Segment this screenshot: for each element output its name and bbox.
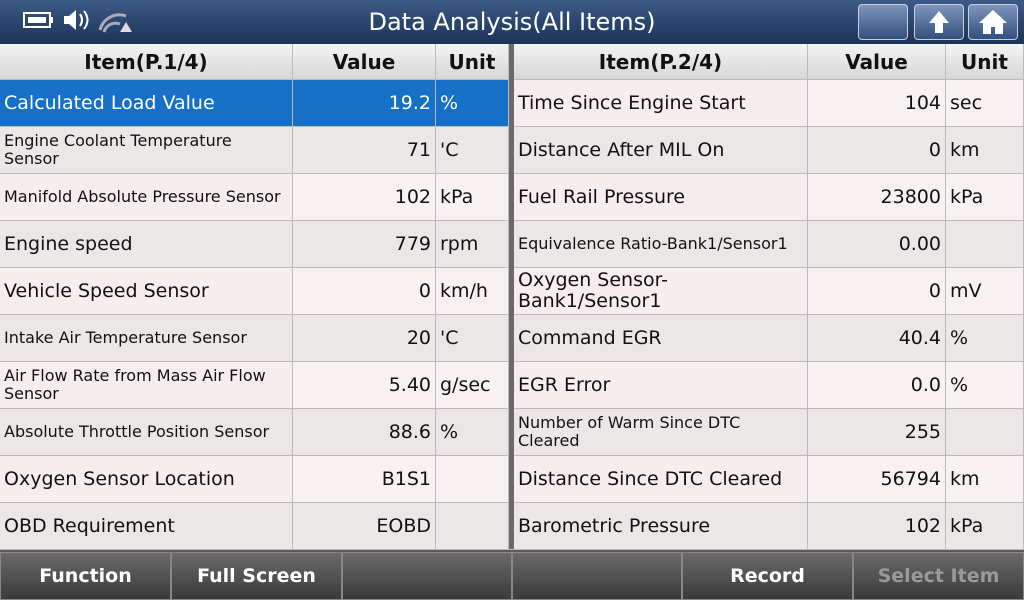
top-bar: Data Analysis(All Items) <box>0 0 1024 44</box>
function-button[interactable]: Function <box>0 552 171 600</box>
item-name[interactable]: Absolute Throttle Position Sensor <box>0 409 293 456</box>
full-screen-button[interactable]: Full Screen <box>171 552 342 600</box>
column-header: Item(P.1/4) <box>0 44 293 80</box>
item-unit <box>436 503 509 550</box>
item-name[interactable]: Time Since Engine Start <box>514 80 808 127</box>
item-name[interactable]: Calculated Load Value <box>0 80 293 127</box>
item-value: 255 <box>808 409 946 456</box>
item-value: 0 <box>808 127 946 174</box>
column-header: Value <box>293 44 436 80</box>
column-header: Unit <box>946 44 1024 80</box>
item-name[interactable]: Oxygen Sensor Location <box>0 456 293 503</box>
item-name[interactable]: Distance After MIL On <box>514 127 808 174</box>
item-name[interactable]: OBD Requirement <box>0 503 293 550</box>
empty-button <box>512 552 682 600</box>
item-unit <box>436 456 509 503</box>
item-value: 0 <box>808 268 946 315</box>
item-name[interactable]: Manifold Absolute Pressure Sensor <box>0 174 293 221</box>
item-name[interactable]: Barometric Pressure <box>514 503 808 550</box>
item-name[interactable]: Vehicle Speed Sensor <box>0 268 293 315</box>
empty-button <box>342 552 512 600</box>
item-value: EOBD <box>293 503 436 550</box>
item-value: 104 <box>808 80 946 127</box>
item-unit: 'C <box>436 315 509 362</box>
item-value: 102 <box>808 503 946 550</box>
item-value: 779 <box>293 221 436 268</box>
item-unit: 'C <box>436 127 509 174</box>
item-unit: % <box>436 80 509 127</box>
item-name[interactable]: Oxygen Sensor-Bank1/Sensor1 <box>514 268 808 315</box>
item-unit: km <box>946 127 1024 174</box>
item-name[interactable]: Command EGR <box>514 315 808 362</box>
item-unit: rpm <box>436 221 509 268</box>
item-unit: km/h <box>436 268 509 315</box>
item-value: 88.6 <box>293 409 436 456</box>
item-unit: mV <box>946 268 1024 315</box>
item-name[interactable]: Intake Air Temperature Sensor <box>0 315 293 362</box>
item-unit: % <box>436 409 509 456</box>
back-button[interactable] <box>914 4 964 40</box>
status-icons <box>23 10 132 33</box>
item-value: 71 <box>293 127 436 174</box>
item-name[interactable]: Equivalence Ratio-Bank1/Sensor1 <box>514 221 808 268</box>
camera-button[interactable] <box>858 4 908 40</box>
item-name[interactable]: Engine speed <box>0 221 293 268</box>
column-header: Unit <box>436 44 509 80</box>
column-header: Item(P.2/4) <box>514 44 808 80</box>
item-name[interactable]: Air Flow Rate from Mass Air Flow Sensor <box>0 362 293 409</box>
item-unit: kPa <box>946 174 1024 221</box>
item-value: 20 <box>293 315 436 362</box>
home-button[interactable] <box>968 4 1018 40</box>
item-unit <box>946 409 1024 456</box>
item-unit: % <box>946 362 1024 409</box>
item-unit: % <box>946 315 1024 362</box>
item-value: 0.0 <box>808 362 946 409</box>
item-unit <box>946 221 1024 268</box>
item-name[interactable]: Fuel Rail Pressure <box>514 174 808 221</box>
item-value: 40.4 <box>808 315 946 362</box>
title: Data Analysis(All Items) <box>368 8 656 36</box>
item-value: 102 <box>293 174 436 221</box>
item-name[interactable]: Engine Coolant Temperature Sensor <box>0 127 293 174</box>
item-unit: g/sec <box>436 362 509 409</box>
item-name[interactable]: Number of Warm Since DTC Cleared <box>514 409 808 456</box>
item-value: 56794 <box>808 456 946 503</box>
select-item-button[interactable]: Select Item <box>853 552 1024 600</box>
item-unit: sec <box>946 80 1024 127</box>
item-name[interactable]: Distance Since DTC Cleared <box>514 456 808 503</box>
item-unit: km <box>946 456 1024 503</box>
item-unit: kPa <box>946 503 1024 550</box>
item-name[interactable]: EGR Error <box>514 362 808 409</box>
record-button[interactable]: Record <box>682 552 853 600</box>
item-value: 0.00 <box>808 221 946 268</box>
item-value: B1S1 <box>293 456 436 503</box>
item-unit: kPa <box>436 174 509 221</box>
item-value: 5.40 <box>293 362 436 409</box>
item-value: 23800 <box>808 174 946 221</box>
item-value: 19.2 <box>293 80 436 127</box>
item-value: 0 <box>293 268 436 315</box>
column-header: Value <box>808 44 946 80</box>
